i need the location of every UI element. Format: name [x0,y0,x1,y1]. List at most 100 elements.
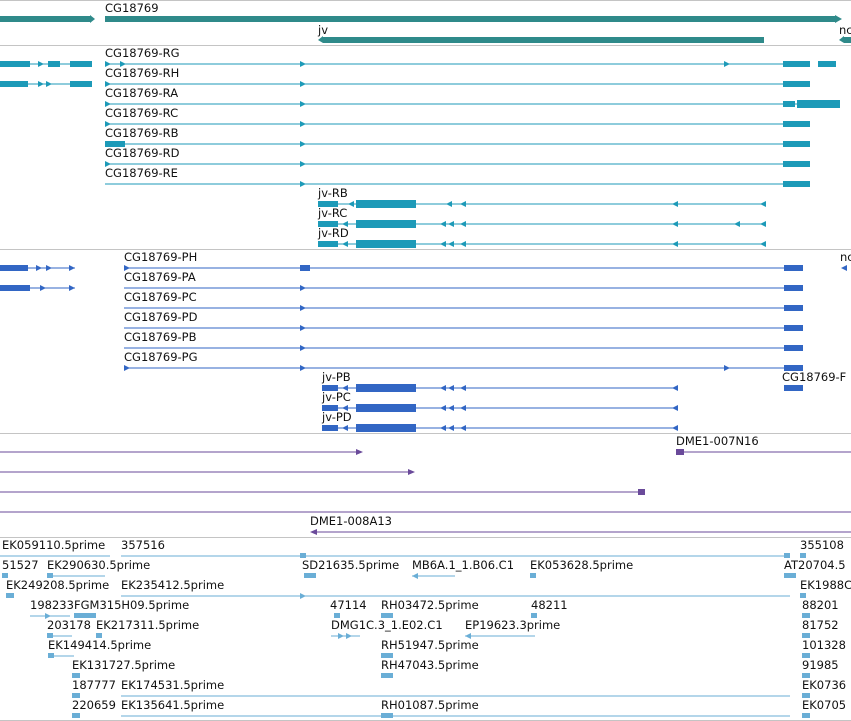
est-feature[interactable] [800,593,806,598]
truncated-transcript[interactable] [0,81,92,87]
est-feature[interactable] [800,553,806,558]
protein-jv-pc[interactable]: jv-PC [321,390,678,412]
est-feature[interactable] [334,613,340,618]
transcript-jv-rd[interactable]: jv-RD [317,226,766,248]
est-label[interactable]: EK0736 [802,678,846,692]
protein-cg18769-pc[interactable]: CG18769-PC [124,290,803,311]
est-label[interactable]: AT20704.5 [784,558,846,572]
truncated-protein[interactable] [0,265,75,271]
est-feature[interactable] [530,573,536,578]
transcript-cg18769-rd[interactable]: CG18769-RD [105,146,810,167]
est-label[interactable]: 203178 [47,618,91,632]
transcript-cg18769-re[interactable]: CG18769-RE [105,166,810,187]
est-feature[interactable] [2,573,8,578]
est-label[interactable]: EK1988C [800,578,851,592]
est-feature[interactable] [381,673,393,678]
est-label[interactable]: 357516 [121,538,165,552]
est-label[interactable]: 355108 [800,538,844,552]
truncated-protein[interactable] [784,385,803,391]
gene-label-jv[interactable]: jv [317,23,328,37]
gene-bar-jv[interactable] [323,37,764,43]
est-feature[interactable] [72,693,80,698]
protein-label-cg18769-cut[interactable]: CG18769-F [782,370,846,384]
transcript-cg18769-rh[interactable]: CG18769-RH [105,66,810,87]
est-feature[interactable] [381,613,393,618]
est-label[interactable]: 47114 [330,598,367,612]
clone-feature[interactable] [0,469,415,475]
protein-cg18769-ph[interactable]: CG18769-PH [124,250,803,271]
est-feature[interactable] [802,713,810,718]
transcript-cg18769-ra[interactable]: CG18769-RA [105,86,840,108]
est-feature[interactable] [802,673,810,678]
est-feature[interactable] [381,653,393,658]
est-label[interactable]: EK053628.5prime [530,558,633,572]
est-feature[interactable] [802,693,810,698]
est-label[interactable]: 48211 [531,598,568,612]
est-feature[interactable] [304,573,316,578]
transcript-jv-rb[interactable]: jv-RB [317,186,766,208]
est-label[interactable]: RH01087.5prime [381,698,479,712]
est-feature[interactable] [802,613,810,618]
transcript-cg18769-rb[interactable]: CG18769-RB [105,126,810,147]
truncated-protein[interactable] [0,285,75,291]
est-label[interactable]: MB6A.1_1.B06.C1 [412,558,514,572]
est-label[interactable]: EK0705 [802,698,846,712]
est-label[interactable]: 187777 [72,678,116,692]
protein-jv-pd[interactable]: jv-PD [321,410,678,432]
est-label[interactable]: EK249208.5prime [6,578,109,592]
est-label[interactable]: RH51947.5prime [381,638,479,652]
est-label[interactable]: EP19623.3prime [465,618,560,632]
est-label[interactable]: EK149414.5prime [48,638,151,652]
gene-bar[interactable] [0,16,90,22]
clone-feature[interactable] [0,489,645,495]
gene-label-nc[interactable]: nc [839,23,851,37]
gene-bar-cg18769[interactable] [105,16,835,22]
protein-cg18769-pa[interactable]: CG18769-PA [124,270,803,291]
est-label[interactable]: 51527 [2,558,39,572]
transcript-cg18769-rg[interactable]: CG18769-RG [105,46,810,67]
clone-feature[interactable] [0,449,363,455]
est-feature[interactable] [6,593,14,598]
protein-jv-pb[interactable]: jv-PB [321,370,678,392]
est-label[interactable]: 81752 [802,618,839,632]
est-feature[interactable] [802,633,810,638]
est-label[interactable]: FGM315H09.5prime [74,598,189,612]
strand-arrow-icon [841,265,847,271]
est-label[interactable]: 101328 [802,638,846,652]
clone-dme1-008a13[interactable]: DME1-008A13 [310,514,851,535]
est-label[interactable]: EK174531.5prime [121,678,224,692]
est-label[interactable]: RH47043.5prime [381,658,479,672]
est-label[interactable]: EK217311.5prime [96,618,199,632]
est-feature[interactable] [74,613,96,618]
clone-dme1-007n16[interactable]: DME1-007N16 [676,434,851,455]
est-feature[interactable] [784,573,796,578]
est-label[interactable]: EK235412.5prime [121,578,224,592]
truncated-transcript[interactable] [0,61,92,67]
gene-label-cg18769[interactable]: CG18769 [105,1,159,15]
est-label[interactable]: DMG1C.3_1.E02.C1 [331,618,443,632]
est-feature[interactable] [72,713,80,718]
est-label[interactable]: EK135641.5prime [121,698,224,712]
est-feature[interactable] [802,653,810,658]
protein-cg18769-pd[interactable]: CG18769-PD [124,310,803,331]
protein-cg18769-pb[interactable]: CG18769-PB [124,330,803,351]
est-label[interactable]: RH03472.5prime [381,598,479,612]
transcript-cg18769-rc[interactable]: CG18769-RC [105,106,810,127]
protein-cg18769-pg[interactable]: CG18769-PG [124,350,803,371]
est-label[interactable]: EK059110.5prime [2,538,105,552]
est-label[interactable]: 88201 [802,598,839,612]
est-label[interactable]: SD21635.5prime [302,558,399,572]
gene-bar-nc[interactable] [844,37,851,43]
est-label[interactable]: 198233 [30,598,74,612]
est-feature[interactable] [96,633,102,638]
truncated-transcript[interactable] [818,61,836,67]
protein-label-nc[interactable]: nc [840,250,851,264]
est-feature[interactable] [531,613,537,618]
transcript-jv-rc[interactable]: jv-RC [317,206,766,228]
est-label[interactable]: EK290630.5prime [47,558,150,572]
est-label[interactable]: 91985 [802,658,839,672]
est-feature[interactable] [381,713,393,718]
est-feature[interactable] [72,673,80,678]
est-label[interactable]: EK131727.5prime [72,658,175,672]
est-label[interactable]: 220659 [72,698,116,712]
